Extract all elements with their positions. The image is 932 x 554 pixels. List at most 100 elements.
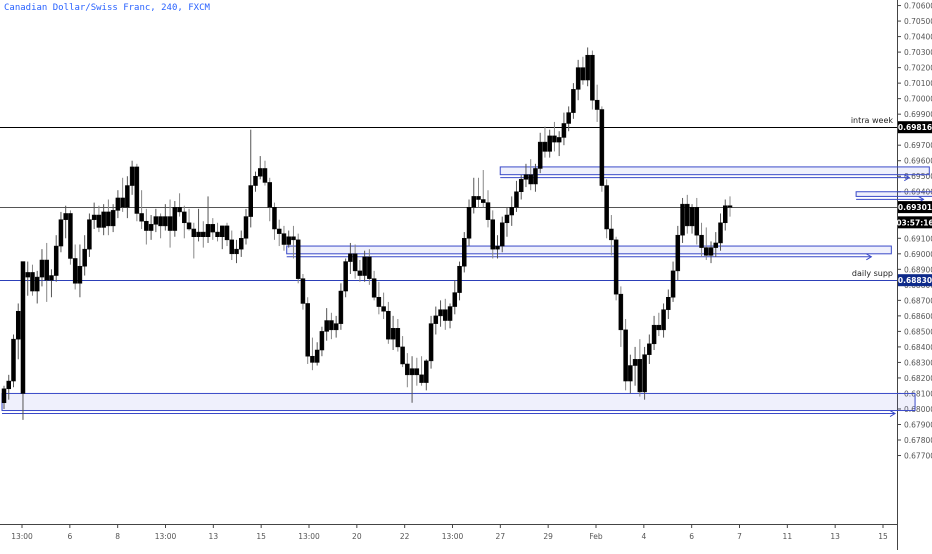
candle-body xyxy=(537,141,543,169)
candle-body xyxy=(495,245,500,250)
y-axis-tick-label: 0.67800 xyxy=(904,436,932,445)
candle-body xyxy=(343,261,348,292)
candle-body xyxy=(656,324,662,331)
candle-body xyxy=(485,202,491,220)
y-axis-tick-label: 0.67700 xyxy=(904,452,932,461)
candle-body xyxy=(362,256,367,276)
candle-body xyxy=(239,238,244,250)
candle-body xyxy=(675,234,681,272)
y-axis-tick-label: 0.69700 xyxy=(904,141,932,150)
candle-body xyxy=(428,323,434,362)
candle-body xyxy=(6,380,11,390)
x-axis-tick-label: 6 xyxy=(67,532,72,541)
candle-body xyxy=(713,242,719,248)
candle-body xyxy=(642,354,647,393)
candle-body xyxy=(566,112,571,124)
price-tag-label: 0.68830 xyxy=(898,276,932,285)
candle-body xyxy=(618,293,624,331)
candle-body xyxy=(229,239,235,255)
candle-body xyxy=(585,54,590,81)
candle-body xyxy=(409,368,415,376)
candle-body xyxy=(186,222,192,230)
candle-body xyxy=(352,253,358,272)
candle-body xyxy=(390,328,396,340)
x-axis-tick-label: 7 xyxy=(737,532,742,541)
candle-body xyxy=(163,216,168,227)
y-axis-tick-label: 0.70600 xyxy=(904,2,932,11)
candle-body xyxy=(357,270,363,276)
y-axis-tick-label: 0.68900 xyxy=(904,265,932,274)
y-axis-tick-label: 0.70400 xyxy=(904,33,932,42)
candle-body xyxy=(215,231,220,237)
candle-body xyxy=(613,239,619,295)
x-axis-tick-label: 13 xyxy=(209,532,219,541)
y-axis-tick-label: 0.68600 xyxy=(904,312,932,321)
candle-body xyxy=(115,197,121,211)
candle-body xyxy=(580,67,586,81)
candle-body xyxy=(248,185,253,217)
candle-body xyxy=(452,292,458,307)
x-axis-tick-label: 13:00 xyxy=(155,532,177,541)
candle-body xyxy=(58,219,64,247)
candle-body xyxy=(324,320,329,332)
candle-body xyxy=(172,207,178,231)
y-axis-tick-label: 0.68200 xyxy=(904,374,932,383)
candle-body xyxy=(224,225,230,241)
y-axis-tick-label: 0.69100 xyxy=(904,234,932,243)
candle-body xyxy=(205,224,211,237)
candle-body xyxy=(481,199,486,203)
candle-body xyxy=(457,265,462,293)
y-axis-tick-label: 0.68100 xyxy=(904,389,932,398)
candle-body xyxy=(400,346,405,365)
zone-arrow-head xyxy=(904,174,911,182)
candle-body xyxy=(699,234,704,248)
candle-body xyxy=(471,196,477,208)
y-axis-tick-label: 0.67900 xyxy=(904,420,932,429)
x-axis-tick-label: 13:00 xyxy=(11,532,33,541)
price-tag xyxy=(898,201,932,214)
candle-body xyxy=(499,222,505,247)
candle-body xyxy=(542,141,548,152)
candle-body xyxy=(234,248,239,255)
candle-body xyxy=(718,222,723,244)
candle-body xyxy=(571,89,576,113)
candle-body xyxy=(462,238,467,267)
candle-body xyxy=(727,205,733,208)
candle-body xyxy=(291,236,296,241)
y-axis-tick-label: 0.68500 xyxy=(904,327,932,336)
candle-body xyxy=(466,207,472,239)
candle-body xyxy=(11,338,16,382)
candle-body xyxy=(220,225,225,237)
candle-body xyxy=(708,247,714,256)
candle-body xyxy=(319,331,325,351)
candle-body xyxy=(30,272,35,292)
candle-body xyxy=(201,231,206,237)
candle-body xyxy=(20,261,26,394)
candle-body xyxy=(15,310,21,340)
x-axis-tick-label: 6 xyxy=(689,532,694,541)
candle-body xyxy=(134,166,140,214)
y-axis-tick-label: 0.68000 xyxy=(904,405,932,414)
candle-body xyxy=(49,275,54,281)
x-axis-tick-label: 27 xyxy=(496,532,506,541)
candle-body xyxy=(210,224,216,233)
candle-body xyxy=(96,214,102,228)
candle-body xyxy=(405,363,410,376)
candle-body xyxy=(44,259,49,281)
candle-body xyxy=(447,306,453,321)
candle-body xyxy=(77,265,83,284)
x-axis-tick-label: 13 xyxy=(830,532,840,541)
candle-body xyxy=(424,360,429,383)
candle-body xyxy=(53,245,59,276)
candle-body xyxy=(609,228,614,241)
y-axis-tick-label: 0.68700 xyxy=(904,296,932,305)
zone-rect xyxy=(286,245,892,255)
candle-body xyxy=(314,349,320,363)
x-axis-tick-label: 20 xyxy=(352,532,362,541)
candle-body xyxy=(604,185,609,230)
y-axis-tick-label: 0.70200 xyxy=(904,64,932,73)
x-axis-tick-label: Feb xyxy=(589,532,603,541)
x-axis-tick-label: 15 xyxy=(878,532,888,541)
